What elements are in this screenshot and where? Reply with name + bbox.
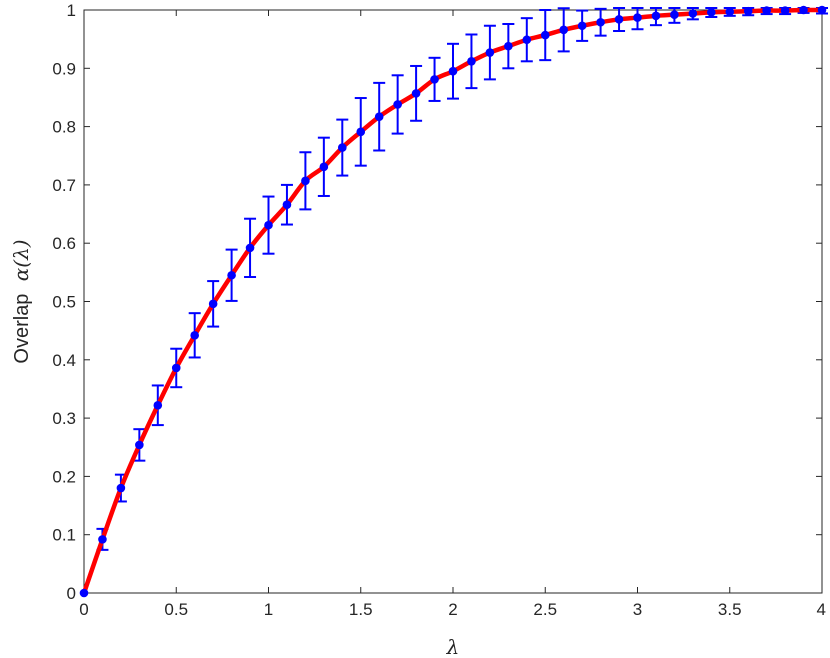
data-point (171, 363, 181, 373)
x-tick-label: 1 (264, 600, 273, 619)
x-tick-label: 3 (633, 600, 642, 619)
y-tick-label: 0.9 (52, 59, 76, 78)
data-point (116, 483, 126, 493)
data-point (707, 8, 716, 17)
data-point (577, 21, 587, 31)
plot-area: 0 0.1 0.2 0.3 0.4 0.5 0.6 0.7 0.8 0.9 1 0 0.5 1 1.5 2 2… (52, 1, 828, 619)
data-point (319, 162, 329, 172)
y-tick-label: 1 (67, 1, 76, 20)
data-point (688, 9, 698, 18)
data-point (817, 5, 827, 15)
y-axis: 0 0.1 0.2 0.3 0.4 0.5 0.6 0.7 0.8 0.9 1 (52, 1, 822, 603)
data-point (614, 15, 624, 24)
data-point (633, 13, 642, 22)
y-tick-label: 0 (67, 584, 76, 603)
data-point (596, 17, 605, 27)
x-tick-label: 2 (448, 600, 457, 619)
data-point (227, 270, 236, 280)
data-point (799, 5, 808, 15)
y-tick-label: 0.4 (52, 351, 76, 370)
data-point (504, 41, 513, 51)
data-point (301, 176, 310, 186)
data-point (670, 10, 679, 19)
data-point (338, 143, 347, 152)
x-tick-label: 1.5 (349, 600, 373, 619)
data-point (559, 25, 568, 35)
x-axis-label: λ (446, 635, 460, 658)
data-point (522, 35, 532, 45)
data-point (485, 48, 495, 57)
y-axis-label-math: α(λ) (9, 239, 33, 281)
x-tick-label: 4 (817, 600, 826, 619)
data-point (153, 400, 163, 410)
data-point (743, 6, 753, 16)
data-point (448, 66, 458, 76)
y-tick-label: 0.3 (52, 409, 76, 428)
y-tick-label: 0.2 (52, 467, 76, 486)
y-tick-label: 0.6 (52, 234, 76, 253)
x-tick-label: 3.5 (718, 600, 742, 619)
data-point (356, 127, 366, 137)
data-point (245, 243, 255, 253)
data-point (374, 112, 384, 121)
data-point (208, 299, 218, 309)
x-tick-label: 2.5 (533, 600, 557, 619)
y-axis-label-text: Overlap (11, 294, 33, 364)
data-point (430, 75, 439, 84)
data-point (393, 100, 402, 109)
x-tick-label: 0.5 (164, 600, 188, 619)
data-point (98, 535, 107, 544)
series-layer (79, 5, 828, 598)
x-axis: 0 0.5 1 1.5 2 2.5 3 3.5 4 (79, 10, 826, 619)
x-tick-label: 0 (79, 600, 88, 619)
data-point (79, 588, 89, 598)
data-point (467, 57, 476, 66)
y-tick-label: 0.7 (52, 176, 76, 195)
data-point (135, 440, 144, 450)
data-point (411, 89, 421, 98)
data-point (780, 6, 790, 15)
y-tick-label: 0.5 (52, 293, 76, 312)
data-point (651, 11, 661, 21)
y-tick-label: 0.1 (52, 526, 76, 545)
y-axis-label: Overlap α(λ) (9, 239, 33, 363)
data-point (762, 6, 771, 15)
data-point (282, 200, 292, 210)
data-point (540, 30, 550, 40)
data-point (264, 220, 273, 230)
data-point (725, 7, 735, 17)
data-point (190, 331, 199, 340)
y-tick-label: 0.8 (52, 118, 76, 137)
